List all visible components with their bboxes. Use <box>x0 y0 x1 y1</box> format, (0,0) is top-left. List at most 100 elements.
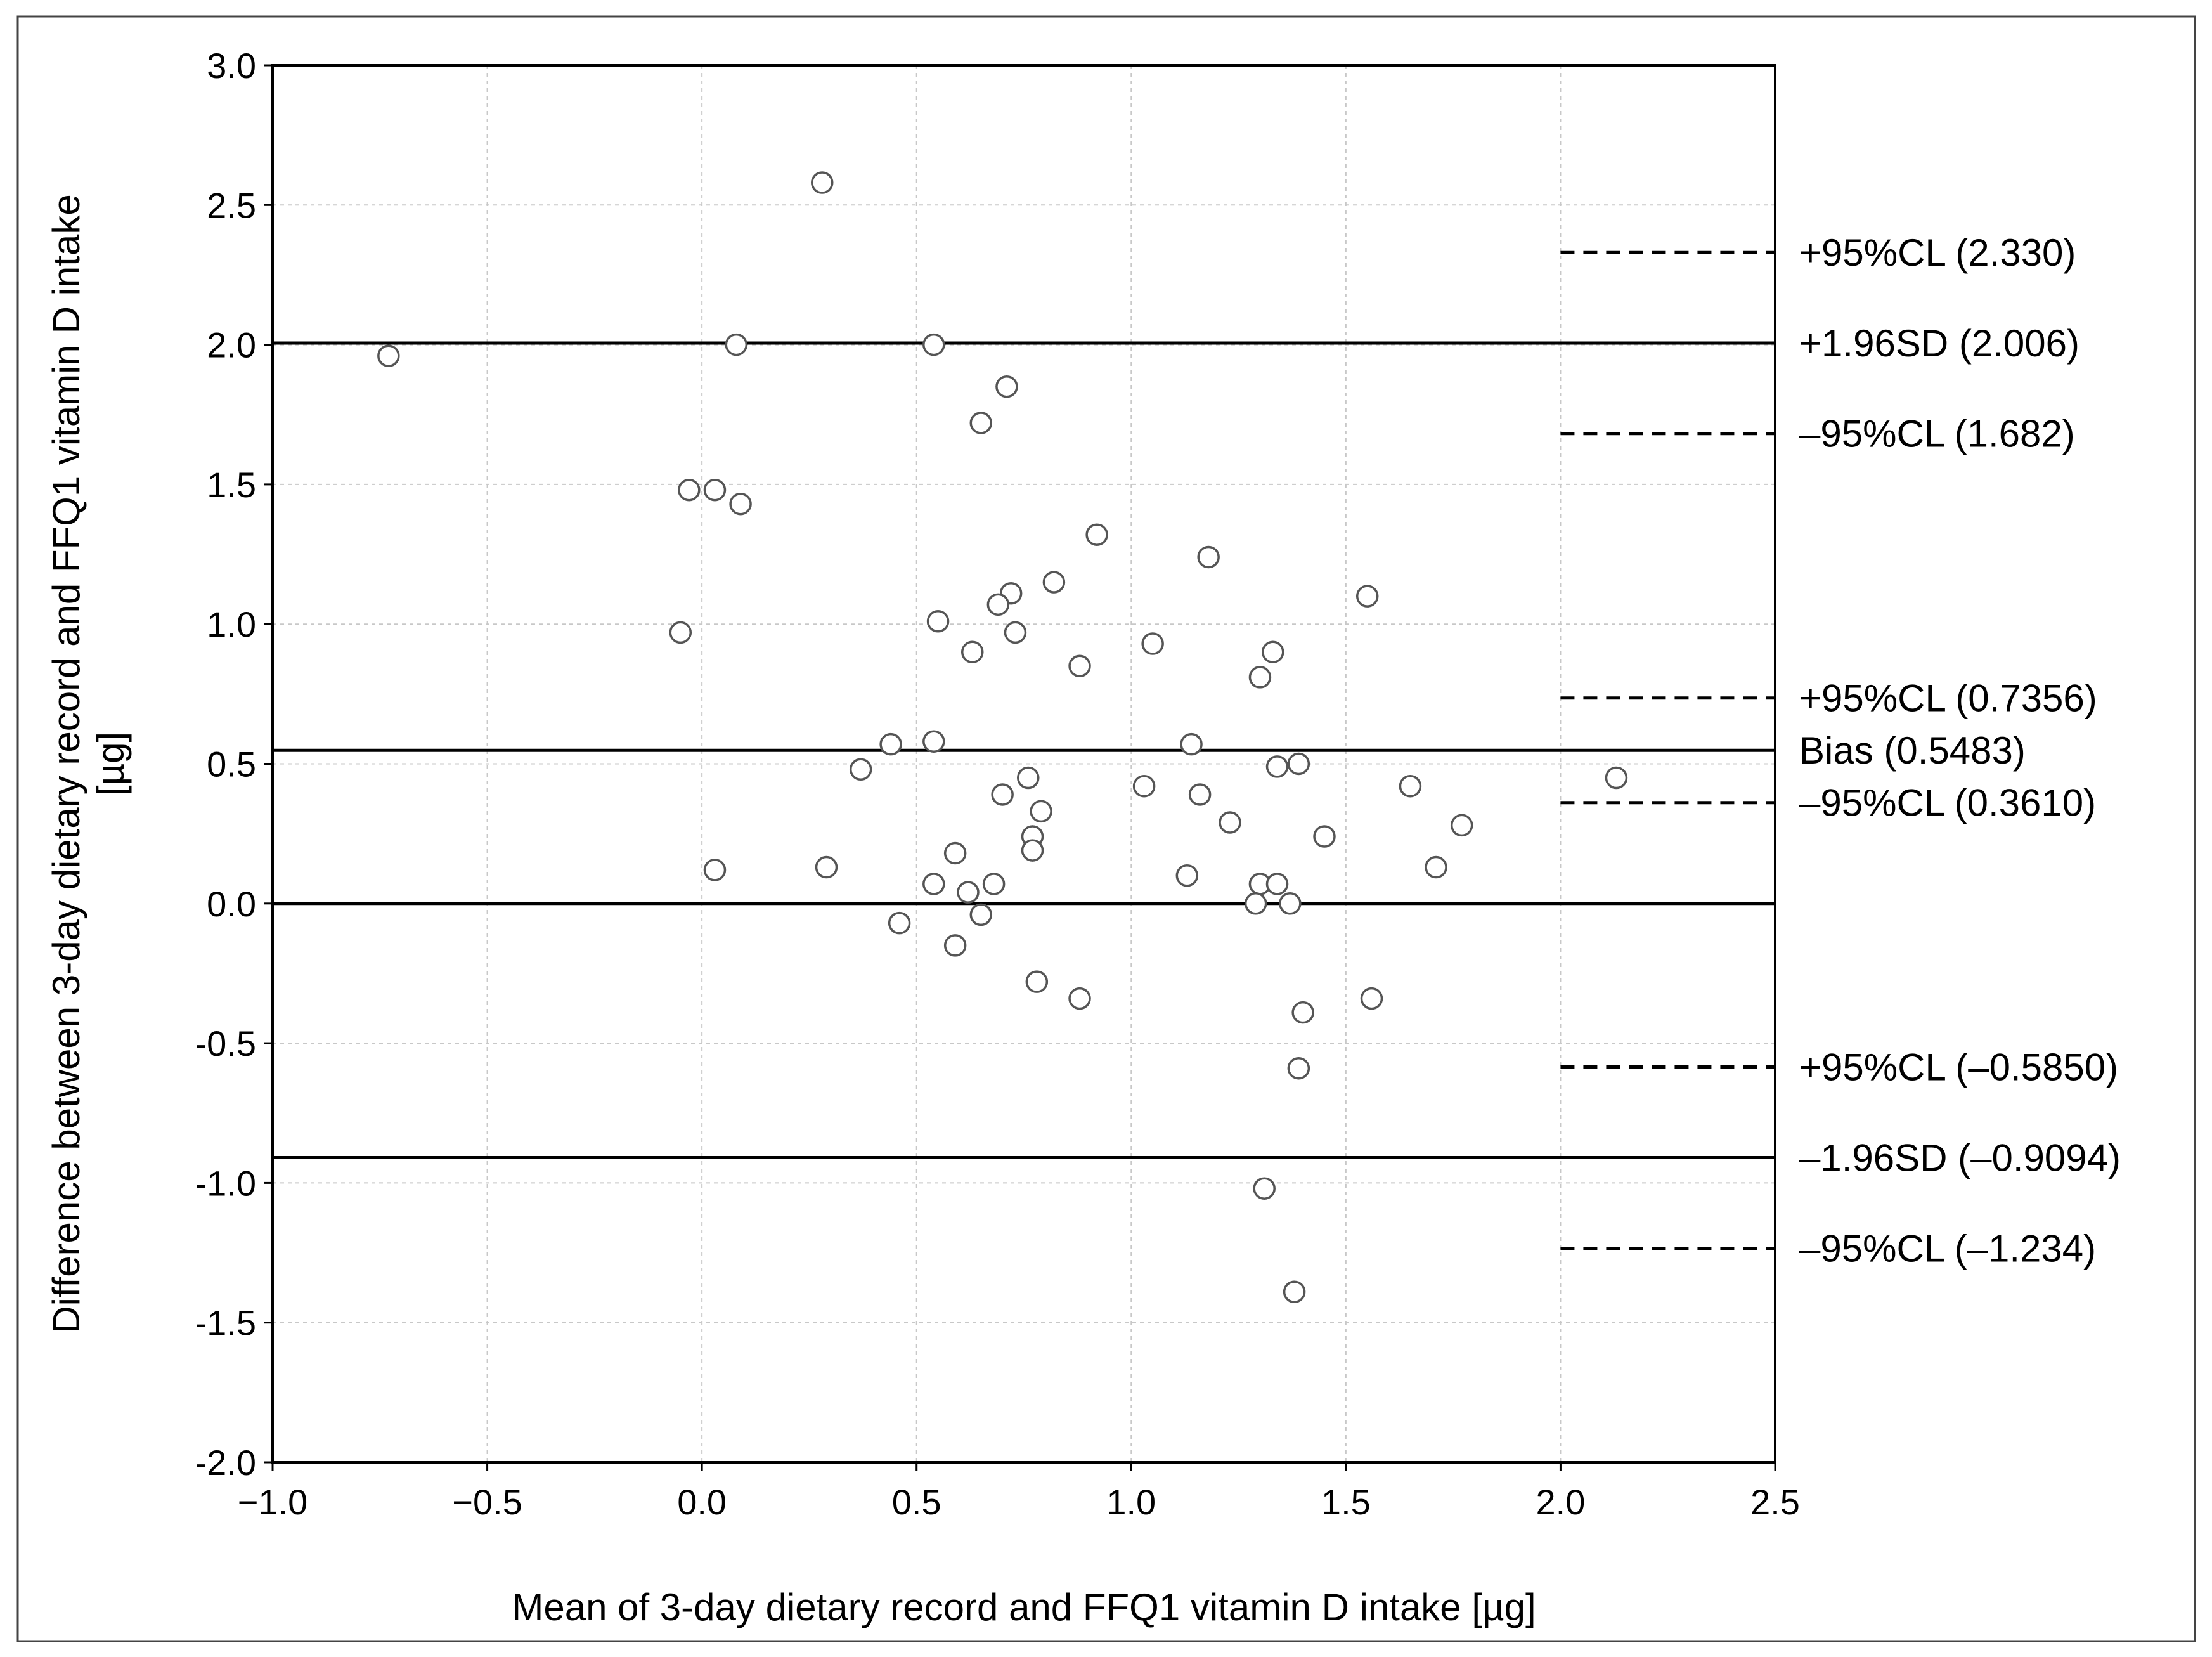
data-point <box>995 375 1018 398</box>
data-point <box>1068 654 1091 678</box>
data-point <box>849 758 872 781</box>
x-tick-label: 2.5 <box>1750 1482 1800 1522</box>
data-point <box>703 478 727 502</box>
data-point <box>1265 873 1289 895</box>
y-tick-label: 1.0 <box>207 604 256 644</box>
data-point <box>1085 523 1108 546</box>
reference-line-label: –1.96SD (–0.9094) <box>1799 1136 2121 1179</box>
reference-line-label: –95%CL (–1.234) <box>1799 1228 2096 1270</box>
grid <box>273 65 1775 1462</box>
reference-line-labels: +95%CL (2.330) +1.96SD (2.006) –95%CL (1.6… <box>1799 231 2121 1270</box>
y-tick-label: -2.0 <box>195 1443 257 1483</box>
figure-frame <box>16 15 2196 1642</box>
data-point <box>1042 571 1066 594</box>
data-point <box>1132 774 1156 798</box>
data-point <box>729 492 752 516</box>
data-point <box>1219 811 1241 834</box>
x-tick-label: −1.0 <box>238 1482 308 1522</box>
data-point <box>1287 752 1310 776</box>
data-point <box>922 873 945 895</box>
data-point <box>1025 970 1049 993</box>
reference-line-label: +95%CL (0.7356) <box>1799 677 2097 720</box>
data-point <box>377 344 400 367</box>
y-axis-title: Difference between 3-day dietary record … <box>45 194 132 1333</box>
data-point <box>1180 732 1203 756</box>
data-point <box>1287 1057 1310 1080</box>
data-point <box>943 934 967 957</box>
plot-area-border <box>271 64 1776 1464</box>
data-point <box>969 903 993 926</box>
y-tick-label: -1.0 <box>195 1163 257 1203</box>
data-point <box>960 640 984 664</box>
data-point <box>1261 640 1284 664</box>
data-point <box>1244 892 1267 915</box>
data-point <box>1004 621 1027 644</box>
data-point <box>1355 585 1379 608</box>
data-point <box>922 333 945 356</box>
data-point <box>1360 987 1383 1010</box>
data-point <box>1399 774 1422 798</box>
y-tick-label: 1.5 <box>207 465 256 505</box>
data-point <box>1248 666 1272 689</box>
data-point <box>926 610 950 633</box>
data-point <box>888 911 911 935</box>
data-point <box>922 730 945 753</box>
x-tick-label: 1.5 <box>1321 1482 1371 1522</box>
data-point <box>991 783 1014 806</box>
y-tick-label: 0.0 <box>207 884 256 924</box>
x-axis-title: Mean of 3-day dietary record and FFQ1 vi… <box>512 1586 1536 1628</box>
data-point <box>957 881 980 904</box>
data-point <box>986 593 1010 616</box>
data-point <box>1605 766 1628 790</box>
data-point <box>678 478 701 502</box>
data-point <box>669 621 692 644</box>
y-tick-label: 0.5 <box>207 744 256 784</box>
data-point <box>969 412 993 434</box>
x-tick-label: 2.0 <box>1536 1482 1585 1522</box>
data-point <box>1291 1001 1314 1024</box>
reference-lines <box>273 250 1775 1251</box>
data-point <box>1313 825 1336 848</box>
data-point <box>1141 632 1164 655</box>
y-tick-label: 3.0 <box>207 46 256 86</box>
data-point <box>1175 864 1199 887</box>
x-tick-label: 0.5 <box>892 1482 941 1522</box>
reference-line-label: –95%CL (0.3610) <box>1799 782 2096 824</box>
axis-ticks: −1.0 −0.5 0.0 0.5 1.0 1.5 2.0 2.5 3.0 2.5 2.0 1.5 1.… <box>195 46 1800 1522</box>
data-point <box>1265 755 1289 778</box>
data-point <box>1425 855 1447 879</box>
data-point <box>943 841 967 865</box>
data-point <box>815 855 838 879</box>
data-point <box>1021 839 1044 862</box>
reference-line-label: –95%CL (1.682) <box>1799 413 2075 455</box>
y-tick-label: -1.5 <box>195 1303 257 1343</box>
data-point <box>1017 766 1040 790</box>
x-tick-label: −0.5 <box>452 1482 522 1522</box>
reference-line-label: +1.96SD (2.006) <box>1799 322 2079 365</box>
y-tick-label: 2.5 <box>207 185 256 225</box>
data-point <box>1030 800 1052 823</box>
y-axis-title-line: [µg] <box>89 732 132 796</box>
data-point <box>1197 545 1220 569</box>
data-point <box>1253 1177 1276 1200</box>
data-point <box>879 732 902 756</box>
y-axis-title-line: Difference between 3-day dietary record … <box>45 194 87 1333</box>
data-points <box>377 171 1628 1303</box>
data-point <box>810 171 834 194</box>
y-tick-label: 2.0 <box>207 325 256 365</box>
reference-line-label: +95%CL (–0.5850) <box>1799 1046 2118 1089</box>
data-point <box>1188 783 1212 806</box>
data-point <box>1068 987 1091 1010</box>
data-point <box>725 333 748 356</box>
data-point <box>1450 814 1473 837</box>
y-tick-label: -0.5 <box>195 1023 257 1063</box>
data-point <box>1279 892 1302 915</box>
reference-line-label: +95%CL (2.330) <box>1799 231 2076 274</box>
x-tick-label: 0.0 <box>677 1482 727 1522</box>
data-point <box>703 859 727 881</box>
data-point <box>1283 1280 1306 1303</box>
reference-line-label: Bias (0.5483) <box>1799 729 2026 772</box>
x-tick-label: 1.0 <box>1106 1482 1156 1522</box>
